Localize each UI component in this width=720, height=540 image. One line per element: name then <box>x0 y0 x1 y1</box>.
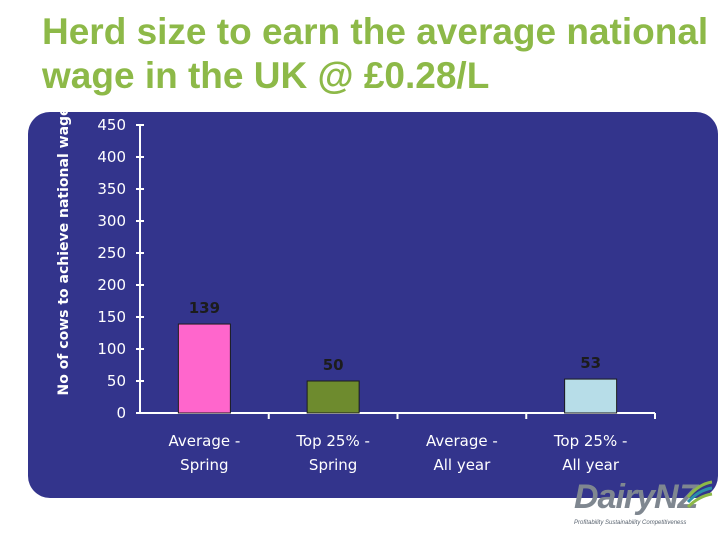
y-tick-label: 450 <box>97 116 126 134</box>
y-tick-label: 250 <box>97 244 126 262</box>
logo-wordmark: DairyNZ <box>574 478 698 516</box>
bar <box>306 380 360 414</box>
slide-title: Herd size to earn the average national w… <box>42 11 709 96</box>
logo-tagline: Profitability Sustainability Competitive… <box>574 520 687 526</box>
label-layer: 139 Average -Spring 50 Top 25% -Spring Avera… <box>168 299 627 474</box>
data-label: 53 <box>580 354 601 372</box>
bar-chart: 0 50 100 150 200 250 300 350 400 450 No of cows to… <box>56 112 656 474</box>
y-tick-label: 100 <box>97 340 126 358</box>
y-tick-label: 0 <box>116 404 126 422</box>
data-label: 139 <box>189 299 220 317</box>
y-tick-label: 400 <box>97 148 126 166</box>
axis-layer: 0 50 100 150 200 250 300 350 400 450 No of cows to… <box>56 112 656 422</box>
bar-layer <box>177 323 618 414</box>
bar <box>177 323 231 414</box>
chart-panel: 0 50 100 150 200 250 300 350 400 450 No of cows to… <box>28 112 718 498</box>
category-label: Average -All year <box>426 432 498 474</box>
dairynz-logo: DairyNZ Profitability Sustainability Com… <box>568 476 716 536</box>
y-tick-label: 300 <box>97 212 126 230</box>
category-label: Average -Spring <box>168 432 240 474</box>
y-axis-label: No of cows to achieve national wage <box>56 112 72 396</box>
y-tick-label: 150 <box>97 308 126 326</box>
data-label: 50 <box>323 356 344 374</box>
logo-swoosh-icon <box>686 480 713 509</box>
y-tick-label: 50 <box>107 372 126 390</box>
y-tick-label: 350 <box>97 180 126 198</box>
category-label: Top 25% -All year <box>553 432 628 474</box>
category-label: Top 25% -Spring <box>295 432 370 474</box>
y-tick-label: 200 <box>97 276 126 294</box>
bar <box>564 378 618 414</box>
